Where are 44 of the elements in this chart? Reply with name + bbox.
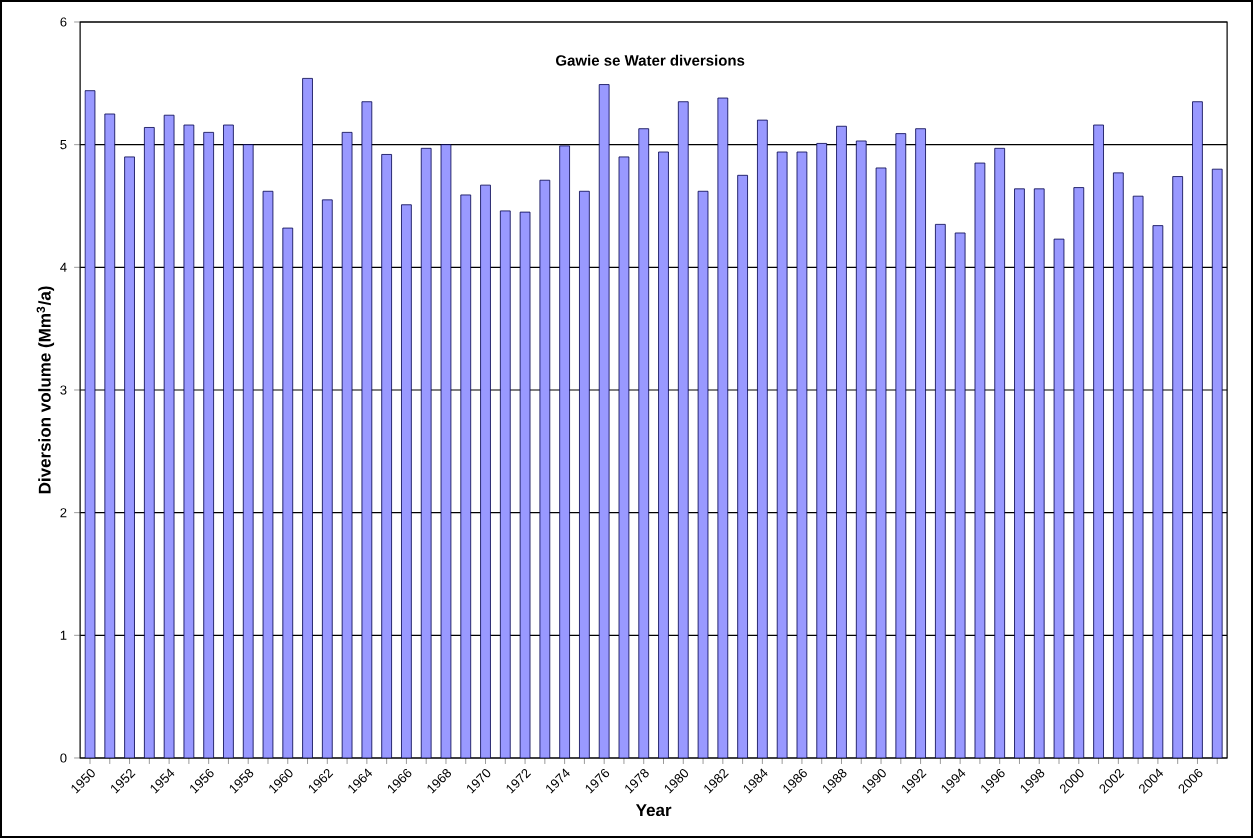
bar — [757, 119, 768, 758]
bar — [658, 151, 669, 758]
bar — [1113, 172, 1124, 758]
bar — [143, 127, 155, 758]
bar — [223, 124, 234, 758]
y-tick-label: 3 — [60, 385, 67, 395]
bar — [104, 113, 116, 758]
y-axis-title: Diversion volume (Mm$^{3}$/a) — [36, 286, 55, 494]
bar — [124, 156, 135, 758]
bar — [737, 174, 748, 758]
bar — [242, 144, 254, 758]
bar — [855, 140, 867, 758]
y-tick-label: 6 — [60, 17, 67, 27]
bar — [816, 143, 828, 758]
bar — [401, 204, 412, 758]
bar — [1192, 101, 1203, 758]
bar — [1093, 124, 1104, 758]
bar — [915, 128, 926, 758]
y-tick-label: 0 — [60, 753, 67, 763]
bar — [381, 154, 392, 758]
bar — [203, 131, 215, 758]
y-tick-label: 4 — [60, 262, 67, 272]
bar — [1014, 188, 1025, 758]
bar — [836, 125, 847, 758]
bar — [321, 199, 333, 758]
text: Gawie se Water diversions — [556, 54, 745, 66]
y-tick-label: 5 — [60, 140, 67, 150]
bar — [1172, 176, 1184, 758]
bar — [579, 190, 590, 758]
bar — [1211, 168, 1223, 758]
bar — [302, 78, 313, 758]
bar — [460, 194, 472, 758]
bar — [282, 227, 294, 758]
bar — [1033, 188, 1045, 758]
y-tick-label: 1 — [60, 630, 67, 640]
bar — [480, 184, 491, 758]
y-tick-label: 2 — [60, 508, 67, 518]
bar — [559, 145, 570, 758]
bar — [935, 223, 946, 758]
bar — [994, 147, 1006, 758]
x-axis-title: Year — [635, 804, 672, 817]
bar — [677, 101, 689, 758]
bar — [499, 210, 511, 758]
bar — [638, 128, 650, 758]
